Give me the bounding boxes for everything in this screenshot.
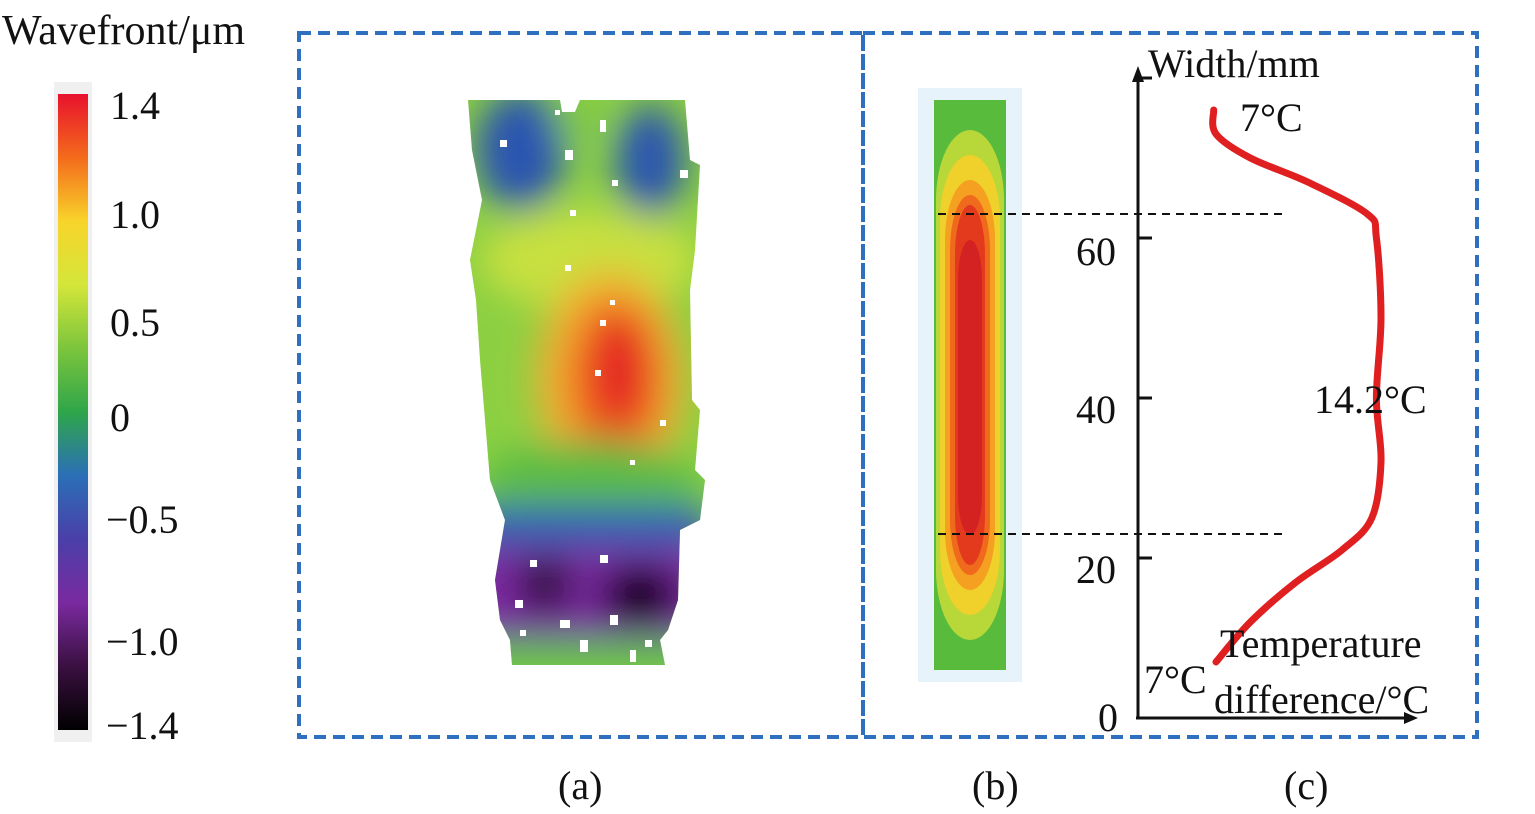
colorbar-tick-6: −1.0 (106, 619, 179, 664)
annotation-middle-temp: 14.2°C (1314, 377, 1427, 422)
panel-bc-frame (861, 31, 1479, 739)
y-axis-ticks (1138, 76, 1152, 560)
temperature-field (918, 88, 1022, 682)
y-tick-20: 20 (1076, 547, 1116, 592)
colorbar-tick-2: 1.0 (110, 192, 160, 237)
x-axis-label-line2: difference/°C (1214, 677, 1430, 722)
colorbar-tick-3: 0.5 (110, 300, 160, 345)
y-axis-label: Width/mm (1148, 41, 1320, 86)
y-tick-40: 40 (1076, 387, 1116, 432)
annotation-top-temp: 7°C (1240, 95, 1303, 140)
wavefront-map (468, 100, 705, 665)
y-tick-60: 60 (1076, 229, 1116, 274)
x-axis-label-line1: Temperature (1220, 621, 1422, 666)
x-axis-arrow (1404, 712, 1418, 724)
colorbar-tick-1: 1.4 (110, 83, 160, 128)
colorbar-tick-4: 0 (110, 395, 130, 440)
panel-label-c: (c) (1284, 763, 1329, 808)
annotation-bottom-temp: 7°C (1144, 657, 1207, 702)
colorbar-title: Wavefront/μm (2, 8, 246, 54)
y-tick-0: 0 (1098, 695, 1118, 740)
colorbar-tick-7: −1.4 (106, 703, 179, 748)
colorbar-gradient (54, 82, 92, 742)
y-axis-arrow (1132, 66, 1144, 82)
colorbar-tick-5: −0.5 (106, 497, 179, 542)
panel-label-a: (a) (558, 763, 603, 808)
panel-label-b: (b) (972, 763, 1019, 808)
temperature-profile-curve (1209, 106, 1385, 666)
